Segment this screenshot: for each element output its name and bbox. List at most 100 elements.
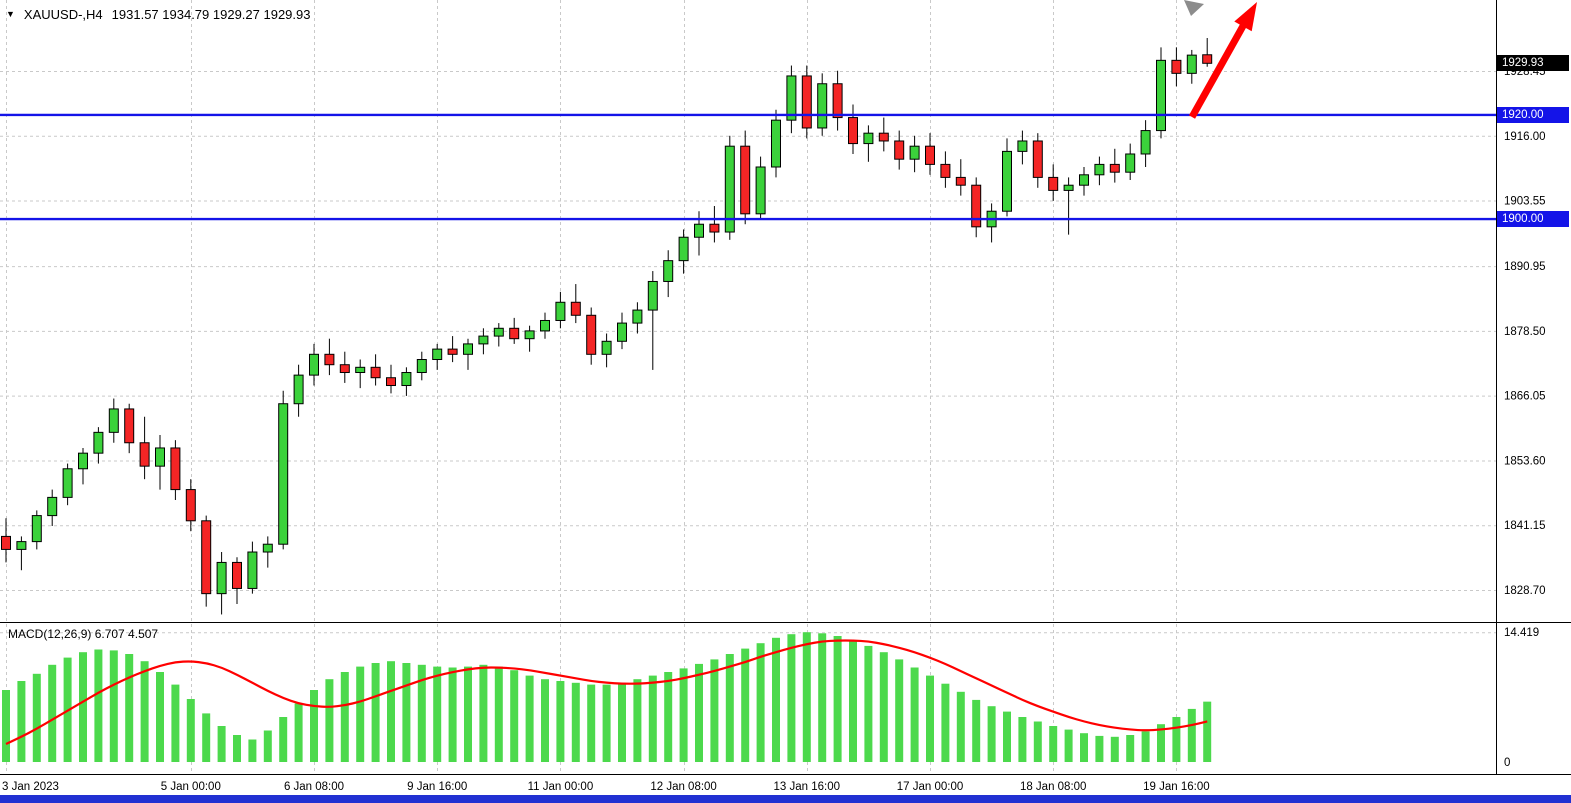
macd-bar xyxy=(926,675,934,762)
bear-candle xyxy=(570,301,581,316)
macd-bar xyxy=(186,699,195,762)
current-price-tag: 1929.93 xyxy=(1497,55,1569,72)
bull-candle xyxy=(216,561,227,595)
macd-bar xyxy=(1095,735,1104,762)
bull-candle xyxy=(524,330,535,340)
price-axis-label: 1866.05 xyxy=(1504,391,1546,403)
macd-bar xyxy=(1172,717,1181,762)
bear-candle xyxy=(124,408,135,444)
bull-candle xyxy=(540,319,550,332)
candlestick-series xyxy=(1,38,1213,615)
bull-candle xyxy=(755,166,766,215)
trend-arrow[interactable] xyxy=(1188,2,1257,119)
price-axis-label: 1853.60 xyxy=(1504,455,1546,467)
bull-candle xyxy=(1094,163,1105,176)
bear-candle xyxy=(940,163,951,178)
bear-candle xyxy=(339,364,350,374)
bull-candle xyxy=(647,280,658,311)
macd-bar xyxy=(987,706,996,762)
bull-candle xyxy=(493,327,504,337)
macd-bar xyxy=(464,666,472,762)
macd-bar xyxy=(1018,717,1027,762)
bull-candle xyxy=(1002,150,1012,212)
pane-separators xyxy=(0,0,1571,775)
bull-candle xyxy=(478,335,489,345)
time-axis-label: 18 Jan 08:00 xyxy=(1020,781,1087,793)
bottom-taskbar-strip xyxy=(0,795,1571,803)
price-axis-label: 1828.70 xyxy=(1504,585,1546,597)
bull-candle xyxy=(632,309,643,324)
macd-bar xyxy=(895,659,904,762)
macd-axis-zero-label: 0 xyxy=(1504,757,1510,769)
macd-bar xyxy=(1064,729,1073,762)
macd-bar xyxy=(417,664,426,762)
bull-candle xyxy=(78,452,88,470)
bear-candle xyxy=(370,366,381,379)
macd-bar xyxy=(263,730,272,762)
bear-candle xyxy=(878,132,889,142)
macd-bar xyxy=(48,664,57,762)
macd-bar xyxy=(679,668,688,762)
macd-bar xyxy=(695,663,703,762)
macd-axis-max-label: 14.419 xyxy=(1504,627,1539,639)
time-axis-labels: 3 Jan 2023 5 Jan 00:00 6 Jan 08:00 9 Jan 16… xyxy=(2,781,1210,793)
macd-indicator-label: MACD(12,26,9) 6.707 4.507 xyxy=(8,627,159,641)
bull-candle xyxy=(771,119,781,168)
bear-candle xyxy=(447,348,458,355)
symbol-dropdown-icon[interactable]: ▼ xyxy=(6,9,15,19)
macd-bar xyxy=(972,699,981,762)
macd-bar xyxy=(233,735,241,762)
macd-bar xyxy=(171,684,180,762)
bear-candle xyxy=(894,140,905,160)
bear-candle xyxy=(709,223,720,233)
macd-bar xyxy=(787,634,796,762)
time-axis-label: 5 Jan 00:00 xyxy=(161,781,221,793)
bull-candle xyxy=(16,541,27,550)
macd-bar xyxy=(510,670,519,762)
bull-candle xyxy=(355,366,366,374)
bull-candle xyxy=(463,343,473,355)
macd-bar xyxy=(802,632,811,762)
macd-bar xyxy=(602,684,611,762)
bull-candle xyxy=(909,145,920,160)
macd-bar xyxy=(556,681,565,762)
macd-pane[interactable] xyxy=(0,623,1496,774)
macd-bar xyxy=(156,672,164,762)
bull-candle xyxy=(694,223,704,238)
bull-candle xyxy=(555,301,566,321)
bear-candle xyxy=(509,327,520,340)
bull-candle xyxy=(416,359,427,374)
macd-bar xyxy=(387,661,395,762)
time-axis-label: 17 Jan 00:00 xyxy=(897,781,964,793)
bull-candle xyxy=(401,372,412,387)
bear-candle xyxy=(185,489,196,522)
macd-bar xyxy=(1203,701,1212,762)
bull-candle xyxy=(1017,140,1028,152)
macd-bar xyxy=(879,652,888,762)
macd-bar xyxy=(1049,726,1058,762)
bear-candle xyxy=(1032,140,1043,178)
price-axis-label: 1878.50 xyxy=(1504,326,1546,338)
macd-bar xyxy=(541,679,549,762)
bull-candle xyxy=(601,340,612,355)
macd-bar xyxy=(79,652,87,762)
time-axis-label: 19 Jan 16:00 xyxy=(1143,781,1210,793)
macd-bar xyxy=(433,666,442,762)
macd-bar xyxy=(310,690,318,762)
price-axis-label: 1903.55 xyxy=(1504,196,1546,208)
price-axis-label: 1890.95 xyxy=(1504,261,1546,273)
macd-bar xyxy=(910,667,919,762)
macd-bar xyxy=(725,654,734,762)
macd-bar xyxy=(279,717,288,762)
time-axis-label: 12 Jan 08:00 xyxy=(650,781,717,793)
hline-tag-0: 1920.00 xyxy=(1497,106,1569,123)
macd-bar xyxy=(941,683,950,762)
macd-bar xyxy=(571,682,580,762)
bull-candle xyxy=(1186,54,1197,74)
symbol-label: XAUUSD-,H4 xyxy=(23,7,103,22)
time-axis[interactable] xyxy=(0,775,1571,795)
main-chart-plot-area[interactable] xyxy=(0,0,1496,622)
macd-bar xyxy=(818,633,827,762)
bear-candle xyxy=(386,377,396,387)
